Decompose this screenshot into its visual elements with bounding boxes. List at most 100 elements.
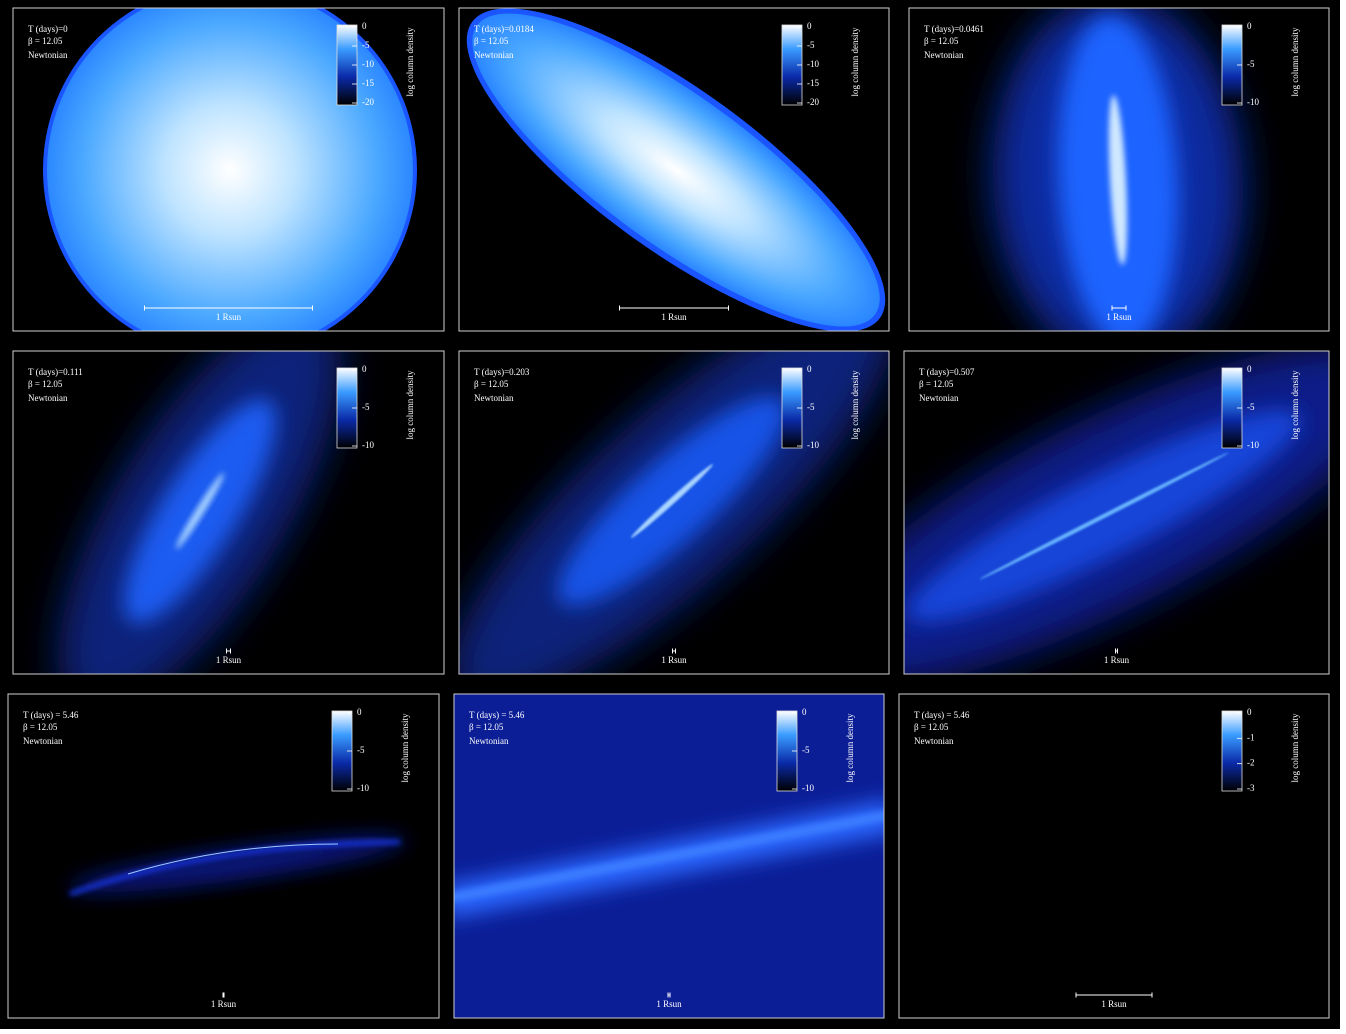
colorbar-tick-label: -20: [362, 97, 374, 107]
scale-label: 1 Rsun: [656, 999, 682, 1009]
time-label: T (days)=0.507: [919, 367, 975, 377]
panel-border: [12, 7, 445, 332]
rendering: [466, 8, 886, 331]
colorbar-label: log column density: [845, 713, 855, 782]
panel-border: [898, 693, 1330, 1019]
colorbar-tick-label: -5: [357, 745, 365, 755]
colorbar-tick-label: 0: [1247, 21, 1252, 31]
colorbar-tick-label: -5: [807, 40, 815, 50]
colorbar-label: log column density: [400, 713, 410, 782]
rendering: [992, 8, 1244, 331]
colorbar-tick-label: -10: [357, 783, 369, 793]
panel: T (days)=0.0461 β = 12.05 Newtonian 0 -5 -10 l…: [908, 7, 1330, 332]
panel: T (days)=0.203 β = 12.05 Newtonian 0 -5 -10 lo…: [458, 350, 890, 675]
colorbar-tick-label: -10: [807, 440, 819, 450]
beta-label: β = 12.05: [924, 36, 959, 46]
density-layer: [979, 452, 1229, 580]
beta-label: β = 12.05: [28, 379, 63, 389]
time-label: T (days)=0.111: [28, 367, 83, 377]
panel: T (days)=0.0184 β = 12.05 Newtonian 0 -5 -10 -…: [458, 7, 890, 332]
colorbar-tick-label: -5: [802, 745, 810, 755]
colorbar-tick-label: -2: [1247, 758, 1255, 768]
scale-label: 1 Rsun: [211, 999, 237, 1009]
rendering: [904, 351, 1329, 674]
colorbar: [1221, 710, 1243, 792]
regime-label: Newtonian: [914, 736, 954, 746]
panel: T (days) = 5.46 β = 12.05 Newtonian 0 -5 -10 l…: [453, 693, 885, 1019]
density-layer: [69, 835, 407, 893]
beta-label: β = 12.05: [23, 722, 58, 732]
regime-label: Newtonian: [28, 50, 68, 60]
time-label: T (days) = 5.46: [914, 710, 970, 720]
colorbar-tick-label: 0: [1247, 707, 1252, 717]
time-label: T (days) = 5.46: [23, 710, 79, 720]
colorbar-tick-label: -10: [1247, 97, 1259, 107]
regime-label: Newtonian: [28, 393, 68, 403]
colorbar-tick-label: -15: [807, 78, 819, 88]
regime-label: Newtonian: [474, 50, 514, 60]
density-structure: [69, 835, 407, 893]
colorbar-label: log column density: [405, 370, 415, 439]
panel-border: [458, 350, 890, 675]
panel-border: [453, 693, 885, 1019]
colorbar-tick-label: 0: [1247, 364, 1252, 374]
rendering: [454, 694, 884, 1018]
time-label: T (days)=0.0461: [924, 24, 984, 34]
beta-label: β = 12.05: [914, 722, 949, 732]
panel-border: [903, 350, 1330, 675]
density-layer: [1108, 95, 1128, 265]
panel: T (days) = 5.46 β = 12.05 Newtonian 0 -1 -2 -3…: [898, 693, 1330, 1019]
density-structure: [904, 351, 1329, 674]
scale-label: 1 Rsun: [661, 312, 687, 322]
panel-border: [458, 7, 890, 332]
colorbar-tick-label: -5: [807, 402, 815, 412]
beta-label: β = 12.05: [469, 722, 504, 732]
beta-label: β = 12.05: [919, 379, 954, 389]
panel: T (days)=0 β = 12.05 Newtonian 0 -5 -10 -15 -20…: [12, 7, 445, 332]
colorbar-label: log column density: [1290, 27, 1300, 96]
colorbar-tick-label: -5: [1247, 402, 1255, 412]
colorbar-tick-label: -15: [362, 78, 374, 88]
regime-label: Newtonian: [474, 393, 514, 403]
colorbar-label: log column density: [1290, 370, 1300, 439]
beta-label: β = 12.05: [28, 36, 63, 46]
scale-label: 1 Rsun: [1104, 655, 1130, 665]
colorbar-tick-label: 0: [362, 21, 367, 31]
colorbar-tick-label: -5: [1247, 59, 1255, 69]
stream-core: [454, 810, 884, 903]
colorbar-tick-label: -10: [807, 59, 819, 69]
colorbar-tick-label: 0: [807, 21, 812, 31]
beta-label: β = 12.05: [474, 379, 509, 389]
colorbar-tick-label: -20: [807, 97, 819, 107]
scale-label: 1 Rsun: [216, 312, 242, 322]
colorbar-tick-label: -10: [1247, 440, 1259, 450]
time-label: T (days)=0.0184: [474, 24, 534, 34]
colorbar-tick-label: 0: [807, 364, 812, 374]
colorbar-tick-label: 0: [802, 707, 807, 717]
colorbar-tick-label: -5: [362, 40, 370, 50]
colorbar-tick-label: -10: [362, 59, 374, 69]
density-layer: [175, 472, 225, 550]
panel-border: [12, 350, 445, 675]
density-structure: [58, 351, 342, 674]
colorbar-tick-label: -5: [362, 402, 370, 412]
regime-label: Newtonian: [469, 736, 509, 746]
colorbar-tick-label: 0: [362, 364, 367, 374]
colorbar-tick-label: -10: [362, 440, 374, 450]
colorbar-tick-label: -1: [1247, 732, 1255, 742]
colorbar-tick-label: -10: [802, 783, 814, 793]
panel: T (days) = 5.46 β = 12.05 Newtonian 0 -5 -10 l…: [7, 693, 440, 1019]
colorbar-label: log column density: [850, 27, 860, 96]
time-label: T (days) = 5.46: [469, 710, 525, 720]
colorbar-tick-label: -3: [1247, 783, 1255, 793]
regime-label: Newtonian: [924, 50, 964, 60]
panel-border: [7, 693, 440, 1019]
scale-label: 1 Rsun: [216, 655, 242, 665]
panel-border: [908, 7, 1330, 332]
colorbar-label: log column density: [405, 27, 415, 96]
density-structure: [466, 8, 886, 331]
regime-label: Newtonian: [23, 736, 63, 746]
panel: T (days)=0.111 β = 12.05 Newtonian 0 -5 -10 lo…: [12, 350, 445, 675]
scale-label: 1 Rsun: [661, 655, 687, 665]
colorbar-label: log column density: [850, 370, 860, 439]
